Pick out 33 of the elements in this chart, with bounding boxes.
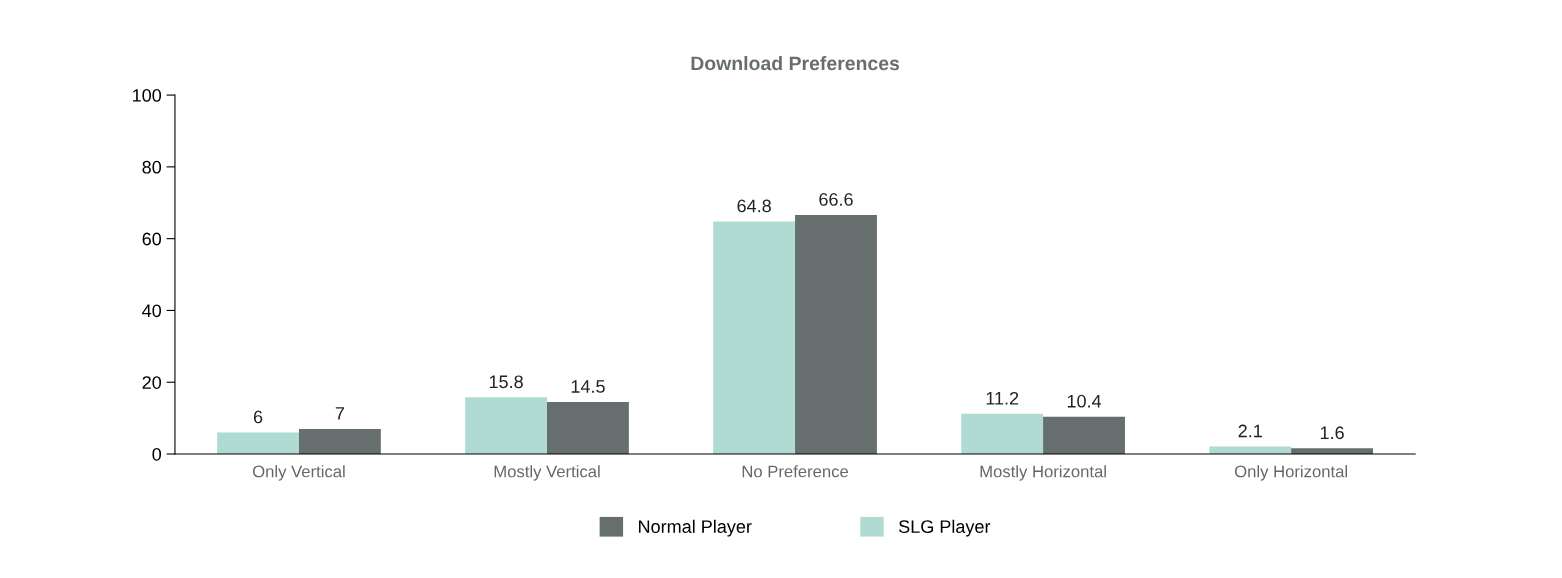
data-label: 64.8 <box>737 199 771 213</box>
bar <box>298 428 381 455</box>
bar <box>217 432 299 455</box>
y-tick-label: 40 <box>142 304 162 318</box>
y-tick-label: 20 <box>142 376 162 389</box>
data-label: 2.1 <box>1238 424 1262 438</box>
y-tick-label: 60 <box>142 232 162 246</box>
x-tick-label: Only Vertical <box>252 465 345 481</box>
bar <box>795 214 877 455</box>
data-label: 14.5 <box>571 380 605 393</box>
data-label: 15.8 <box>489 375 523 389</box>
y-tick-label: 100 <box>133 89 162 102</box>
data-label: 66.6 <box>819 193 853 206</box>
chart-title: Download Preferences <box>691 55 900 71</box>
data-label: 11.2 <box>986 391 1019 405</box>
bar <box>547 401 629 455</box>
bar <box>465 397 548 455</box>
y-tick-label: 0 <box>152 447 162 461</box>
data-label: 1.6 <box>1320 426 1344 440</box>
bar <box>1209 446 1292 455</box>
x-tick-label: Mostly Vertical <box>494 465 600 481</box>
x-tick-label: Mostly Horizontal <box>980 465 1106 481</box>
x-tick-label: Only Horizontal <box>1234 465 1347 481</box>
bar <box>1043 416 1125 455</box>
data-label: 6 <box>253 410 263 424</box>
legend-label: SLG Player <box>898 519 991 537</box>
data-label: 7 <box>335 407 345 420</box>
x-tick-label: No Preference <box>742 465 849 478</box>
bar <box>961 413 1044 455</box>
bar <box>713 221 796 455</box>
data-label: 10.4 <box>1067 394 1102 408</box>
y-tick-label: 80 <box>142 160 162 174</box>
legend-label: Normal Player <box>639 519 752 537</box>
